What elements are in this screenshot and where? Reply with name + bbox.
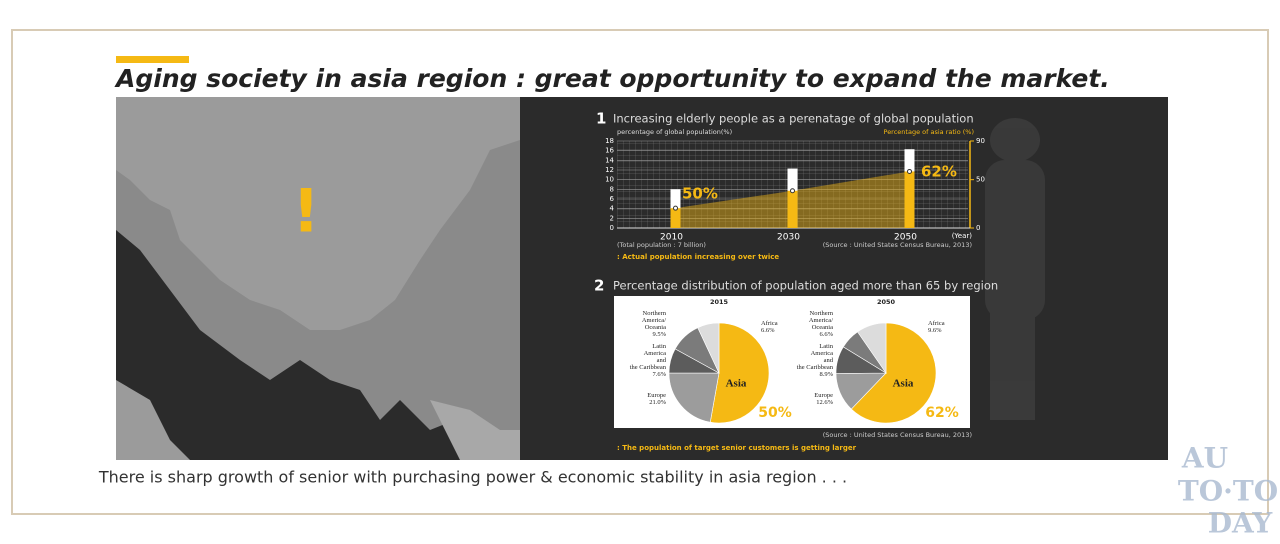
- chart-title: Increasing elderly people as a perenatag…: [613, 112, 974, 126]
- slice-label: Africa 6.6%: [761, 320, 803, 334]
- x-tick-label: 2050: [894, 233, 917, 243]
- pie-slice: [697, 322, 720, 374]
- slice-value: 21.0%: [649, 399, 666, 406]
- source: (Source : United States Census Bureau, 2…: [823, 431, 972, 439]
- slice-value: 6.6%: [819, 331, 833, 338]
- map: [116, 97, 520, 460]
- slice-label: Asia: [893, 378, 914, 390]
- slice-name: Europe: [647, 392, 666, 399]
- slice-name: Northern America/ Oceania: [808, 310, 833, 331]
- slice-label: Europe 12.6%: [791, 392, 833, 406]
- chart-title: Percentage distribution of population ag…: [613, 279, 998, 293]
- y-tick-label: 6: [610, 195, 615, 203]
- y-tick-label: 18: [605, 137, 614, 145]
- y-tick-label: 16: [605, 147, 614, 155]
- slice-label: Northern America/ Oceania 9.5%: [624, 310, 666, 338]
- slice-value: 62%: [925, 405, 959, 421]
- slice-name: Latin America and the Caribbean: [796, 343, 833, 371]
- annotation: 50%: [682, 185, 718, 203]
- bar: [670, 208, 681, 228]
- slice-value: 9.6%: [928, 327, 942, 334]
- slice-label: Northern America/ Oceania 6.6%: [791, 310, 833, 338]
- y-axis-label: percentage of global population(%): [617, 128, 732, 136]
- pie-year: 2050: [877, 298, 896, 306]
- section-number: 1: [596, 110, 606, 128]
- slice-value: 7.6%: [652, 371, 666, 378]
- note: (Source : United States Census Bureau, 2…: [823, 241, 972, 249]
- x-tick-label: 2030: [777, 233, 800, 243]
- section-number: 2: [594, 277, 604, 295]
- slice-value: 50%: [758, 405, 792, 421]
- pie-slice: [668, 372, 720, 423]
- bar: [904, 171, 915, 228]
- y2-tick-label: 50: [976, 176, 985, 184]
- slice-label: Asia: [726, 378, 747, 390]
- caption: : The population of target senior custom…: [617, 444, 857, 452]
- slice-label: Europe 21.0%: [624, 392, 666, 406]
- bar-dot: [790, 188, 795, 194]
- bar-dot: [907, 168, 912, 174]
- frame: [11, 29, 1269, 515]
- caption: : Actual population increasing over twic…: [617, 253, 779, 261]
- slice-label: Latin America and the Caribbean 8.9%: [791, 343, 833, 378]
- pie-slice: [850, 322, 937, 424]
- watermark: TO·TO: [1178, 475, 1278, 508]
- y-tick-label: 14: [605, 156, 614, 164]
- slice-label: Africa 9.6%: [928, 320, 970, 334]
- slice-name: Europe: [814, 392, 833, 399]
- y-tick-label: 8: [610, 185, 614, 193]
- map-mark: !: [292, 177, 319, 247]
- x-axis-label: (Year): [952, 232, 973, 240]
- title: Aging society in asia region : great opp…: [114, 64, 1110, 93]
- accent-bar: [116, 56, 189, 63]
- y-tick-label: 0: [610, 224, 614, 232]
- pie-year: 2015: [710, 298, 729, 306]
- watermark: DAY: [1208, 507, 1274, 540]
- slice-name: Africa: [761, 320, 778, 327]
- annotation: 62%: [921, 163, 957, 181]
- y2-tick-label: 90: [976, 137, 985, 145]
- slice-value: 6.6%: [761, 327, 775, 334]
- silhouette: [985, 118, 1045, 420]
- note: (Total population : 7 billion): [617, 241, 706, 249]
- slice-name: Northern America/ Oceania: [641, 310, 666, 331]
- x-tick-label: 2010: [660, 233, 683, 243]
- slice-value: 9.5%: [652, 331, 666, 338]
- y-tick-label: 2: [610, 214, 614, 222]
- footer-text: There is sharp growth of senior with pur…: [98, 468, 847, 487]
- slice-value: 8.9%: [819, 371, 833, 378]
- watermark: AU: [1181, 442, 1228, 475]
- bar: [787, 190, 798, 228]
- pie-slice: [857, 322, 887, 374]
- slice-name: Latin America and the Caribbean: [629, 343, 666, 371]
- y2-tick-label: 0: [976, 224, 980, 232]
- y-tick-label: 10: [605, 176, 614, 184]
- bar-dot: [673, 205, 678, 211]
- slice-name: Africa: [928, 320, 945, 327]
- slice-label: Latin America and the Caribbean 7.6%: [624, 343, 666, 378]
- y2-axis-label: Percentage of asia ratio (%): [884, 128, 975, 136]
- pie-slice: [709, 322, 770, 424]
- y-tick-label: 12: [605, 166, 614, 174]
- slice-value: 12.6%: [816, 399, 833, 406]
- y-tick-label: 4: [610, 205, 615, 213]
